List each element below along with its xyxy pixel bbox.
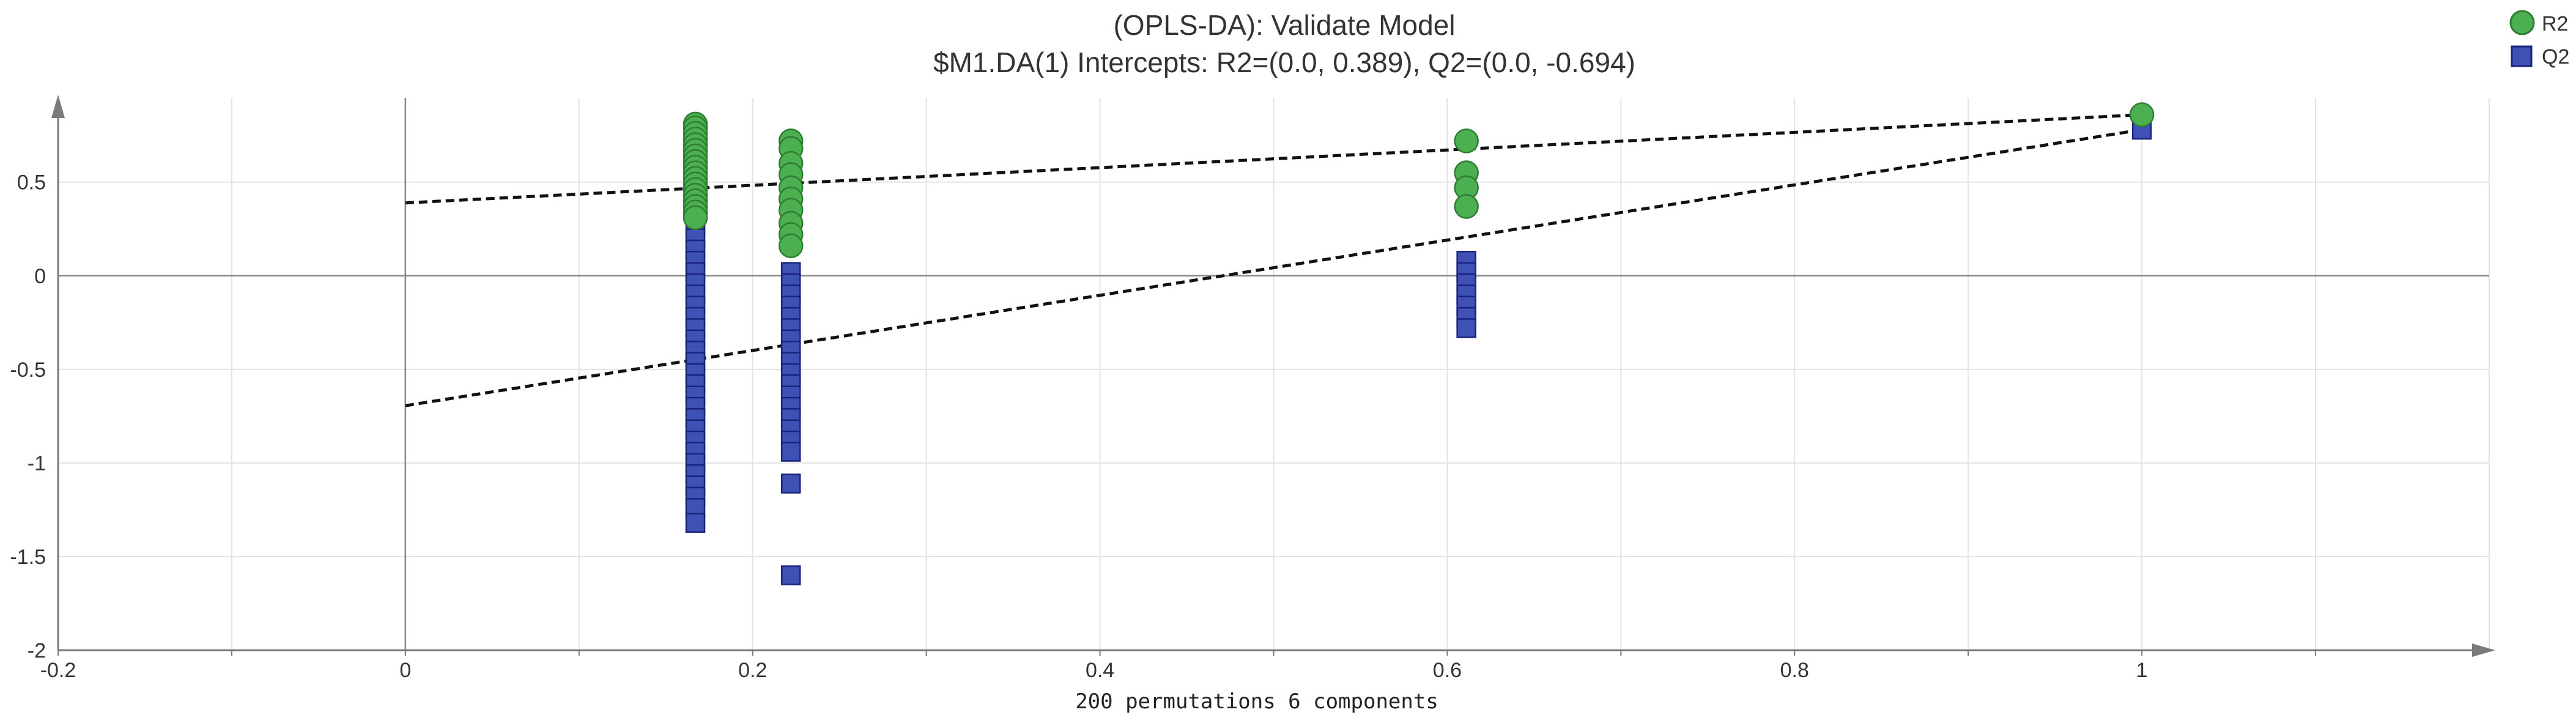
y-tick-label: 0.5: [17, 171, 46, 195]
legend: R2 Q2: [2509, 10, 2569, 69]
y-tick-label: -1.5: [10, 546, 46, 569]
x-axis-arrow-icon: [2472, 643, 2495, 657]
x-tick-label: 0.4: [1086, 659, 1114, 682]
q2-point: [780, 473, 801, 494]
chart-subtitle: $M1.DA(1) Intercepts: R2=(0.0, 0.389), Q…: [933, 46, 1635, 78]
r2-point: [778, 233, 804, 259]
r2-point: [1454, 128, 1479, 154]
tick-labels: -0.2 0 0.2 0.4 0.6 0.8 1 -2 -1.5 -1 -0.5 0 0.5: [10, 171, 2147, 682]
axes: [51, 95, 2495, 657]
q2-point: [780, 442, 801, 462]
x-axis-label: 200 permutations 6 components: [1075, 689, 1438, 714]
legend-q2-label: Q2: [2542, 45, 2569, 69]
legend-r2-label: R2: [2542, 12, 2568, 35]
y-tick-label: -1: [28, 452, 46, 475]
r2-point: [2129, 102, 2155, 127]
q2-point: [685, 513, 706, 533]
r2-point: [1454, 194, 1479, 219]
legend-q2-marker: [2511, 45, 2533, 67]
x-tick-label: 0.8: [1780, 659, 1809, 682]
legend-r2-marker: [2509, 10, 2535, 35]
x-tick-label: 0.2: [738, 659, 767, 682]
y-tick-label: -0.5: [10, 358, 46, 382]
x-tick-label: 0.6: [1433, 659, 1462, 682]
r2-point: [683, 205, 708, 231]
x-tick-label: 0: [399, 659, 411, 682]
q2-point: [1456, 318, 1476, 338]
y-tick-label: -2: [28, 639, 46, 662]
grid: [58, 98, 2490, 650]
x-tick-label: -0.2: [40, 659, 76, 682]
q2-point: [780, 565, 801, 585]
chart-title: (OPLS-DA): Validate Model: [1113, 9, 1455, 41]
q2-regression-line: [405, 128, 2142, 407]
y-tick-label: 0: [34, 265, 46, 288]
x-tick-label: 1: [2136, 659, 2148, 682]
y-axis-arrow-icon: [51, 95, 65, 118]
data-points: [683, 102, 2155, 585]
